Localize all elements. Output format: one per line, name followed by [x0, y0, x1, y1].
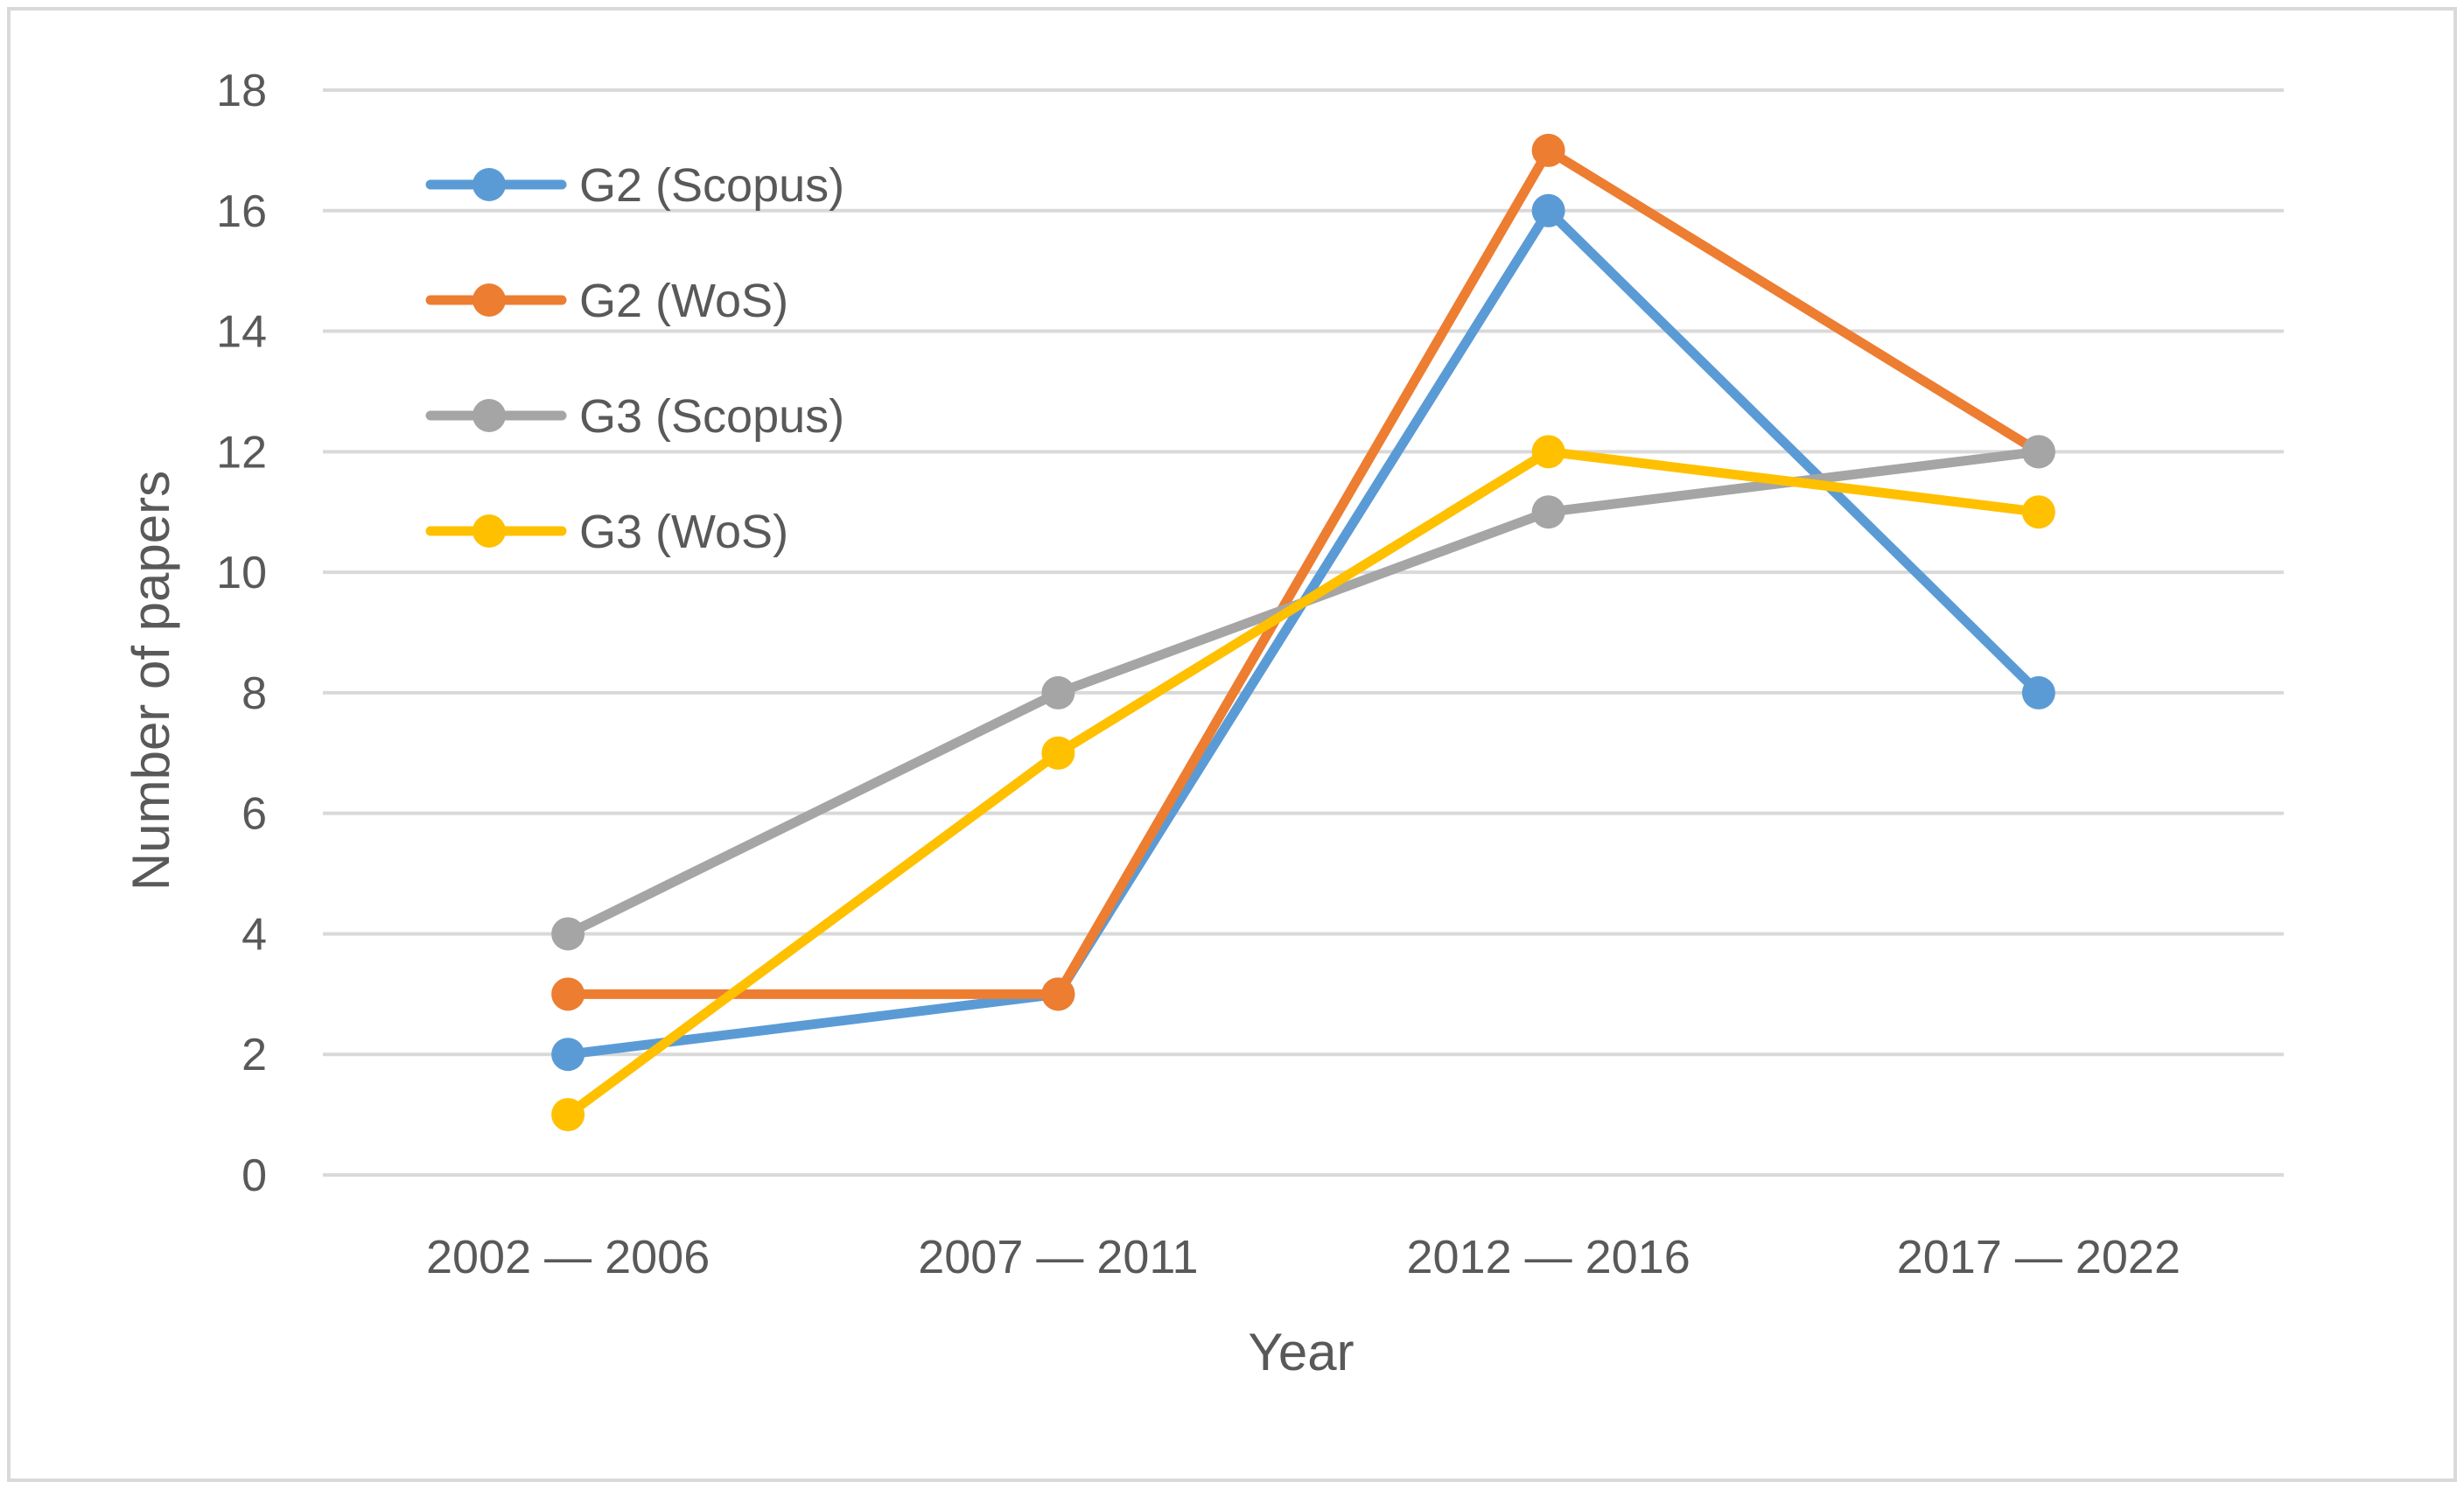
- data-point-g3-wos-2007-2011: [1041, 736, 1075, 770]
- y-tick-label-2: 2: [242, 1030, 267, 1080]
- x-tick-label-2012-2016: 2012 — 2016: [1406, 1231, 1690, 1283]
- chart-border: [7, 7, 2457, 1482]
- legend-swatch-marker-g2-wos: [472, 283, 506, 317]
- x-axis-ticks: 2002 — 2006 2007 — 2011 2012 — 2016 2017 — …: [426, 1231, 2180, 1283]
- series-g3-wos: [551, 435, 2055, 1132]
- y-tick-label-8: 8: [242, 668, 267, 719]
- y-tick-label-18: 18: [216, 66, 267, 116]
- data-point-g3-scopus-2002-2006: [551, 917, 585, 951]
- legend-item-g2-wos: G2 (WoS): [425, 275, 788, 327]
- data-point-g3-scopus-2017-2022: [2021, 435, 2055, 469]
- x-axis-title: Year: [1248, 1323, 1354, 1381]
- legend-swatch-marker-g3-scopus: [472, 399, 506, 432]
- series-line-g2-wos: [563, 145, 2044, 999]
- y-tick-label-10: 10: [216, 548, 267, 598]
- data-point-g3-wos-2017-2022: [2021, 495, 2055, 529]
- legend-label-g3-wos: G3 (WoS): [579, 506, 788, 558]
- data-point-g2-wos-2012-2016: [1531, 133, 1565, 167]
- data-point-g3-wos-2012-2016: [1531, 435, 1565, 469]
- data-point-g2-scopus-2012-2016: [1531, 193, 1565, 227]
- x-tick-label-2002-2006: 2002 — 2006: [426, 1231, 710, 1283]
- legend-item-g3-wos: G3 (WoS): [425, 506, 788, 558]
- legend-label-g3-scopus: G3 (Scopus): [579, 390, 844, 443]
- series-line-g3-wos: [563, 446, 2044, 1120]
- legend: G2 (Scopus) G2 (WoS) G3 (Scopus) G3 (WoS): [425, 159, 844, 558]
- data-point-g2-scopus-2002-2006: [551, 1038, 585, 1072]
- data-point-g3-scopus-2007-2011: [1041, 675, 1075, 710]
- y-tick-label-4: 4: [242, 909, 267, 960]
- y-axis-ticks: 0 2 4 6 8 10 12 14 16 18: [216, 66, 267, 1201]
- legend-label-g2-wos: G2 (WoS): [579, 275, 788, 327]
- data-point-g3-scopus-2012-2016: [1531, 495, 1565, 529]
- data-point-g2-scopus-2017-2022: [2021, 675, 2055, 710]
- series-lines: [551, 133, 2055, 1132]
- data-point-g2-wos-2002-2006: [551, 977, 585, 1011]
- y-tick-label-0: 0: [242, 1150, 267, 1201]
- legend-label-g2-scopus: G2 (Scopus): [579, 159, 844, 212]
- y-tick-label-6: 6: [242, 789, 267, 840]
- y-tick-label-12: 12: [216, 427, 267, 478]
- legend-swatch-marker-g2-scopus: [472, 168, 506, 201]
- legend-item-g3-scopus: G3 (Scopus): [425, 390, 844, 443]
- data-point-g2-wos-2007-2011: [1041, 977, 1075, 1011]
- legend-swatch-marker-g3-wos: [472, 514, 506, 548]
- y-axis-title: Number of papers: [122, 471, 180, 891]
- y-tick-label-16: 16: [216, 186, 267, 237]
- x-tick-label-2007-2011: 2007 — 2011: [918, 1231, 1198, 1283]
- legend-item-g2-scopus: G2 (Scopus): [425, 159, 844, 212]
- x-tick-label-2017-2022: 2017 — 2022: [1897, 1231, 2180, 1283]
- y-tick-label-14: 14: [216, 307, 267, 358]
- data-point-g3-wos-2002-2006: [551, 1098, 585, 1132]
